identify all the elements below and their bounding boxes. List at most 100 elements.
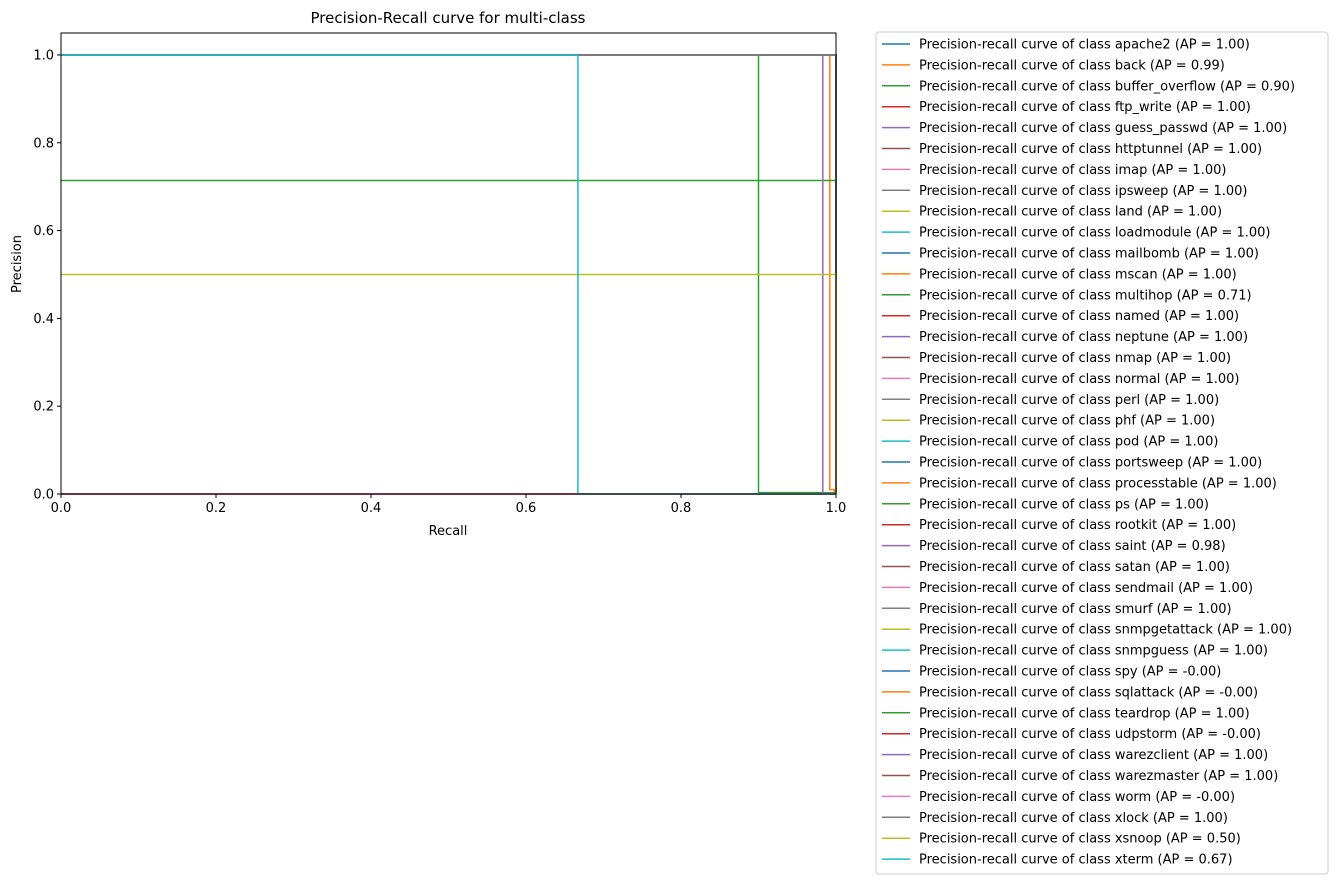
legend-item: Precision-recall curve of class ftp_writ…: [882, 100, 1251, 115]
legend-item: Precision-recall curve of class imap (AP…: [882, 163, 1226, 178]
legend-item: Precision-recall curve of class xsnoop (…: [882, 832, 1241, 847]
legend-item: Precision-recall curve of class buffer_o…: [882, 79, 1295, 94]
legend-item: Precision-recall curve of class portswee…: [882, 456, 1262, 471]
legend-label: Precision-recall curve of class processt…: [919, 476, 1277, 491]
legend-label: Precision-recall curve of class perl (AP…: [919, 393, 1219, 408]
legend-label: Precision-recall curve of class xlock (A…: [919, 811, 1228, 826]
legend: Precision-recall curve of class apache2 …: [875, 31, 1329, 875]
legend-item: Precision-recall curve of class sqlattac…: [882, 685, 1258, 700]
legend-item: Precision-recall curve of class neptune …: [882, 330, 1248, 345]
legend-item: Precision-recall curve of class warezmas…: [882, 769, 1278, 784]
legend-item: Precision-recall curve of class perl (AP…: [882, 393, 1219, 408]
legend-label: Precision-recall curve of class imap (AP…: [919, 163, 1226, 178]
legend-label: Precision-recall curve of class saint (A…: [919, 539, 1226, 554]
legend-label: Precision-recall curve of class back (AP…: [919, 58, 1225, 73]
x-axis-label: Recall: [429, 524, 468, 539]
legend-label: Precision-recall curve of class warezcli…: [919, 748, 1268, 763]
legend-item: Precision-recall curve of class worm (AP…: [882, 790, 1235, 805]
legend-item: Precision-recall curve of class satan (A…: [882, 560, 1230, 575]
y-axis: 0.0 0.2 0.4 0.6 0.8 1.0: [33, 48, 61, 503]
legend-label: Precision-recall curve of class phf (AP …: [919, 414, 1215, 429]
legend-label: Precision-recall curve of class ipsweep …: [919, 184, 1247, 199]
y-tick-label: 0.6: [33, 224, 54, 239]
legend-label: Precision-recall curve of class mailbomb…: [919, 247, 1259, 262]
legend-item: Precision-recall curve of class udpstorm…: [882, 727, 1261, 742]
legend-label: Precision-recall curve of class normal (…: [919, 372, 1240, 387]
chart-title: Precision-Recall curve for multi-class: [310, 9, 585, 27]
legend-item: Precision-recall curve of class ipsweep …: [882, 184, 1247, 199]
legend-item: Precision-recall curve of class ps (AP =…: [882, 497, 1209, 512]
legend-label: Precision-recall curve of class mscan (A…: [919, 267, 1237, 282]
x-tick-label: 0.8: [671, 501, 692, 516]
y-tick-label: 0.0: [33, 488, 54, 503]
legend-label: Precision-recall curve of class sqlattac…: [919, 685, 1258, 700]
legend-label: Precision-recall curve of class land (AP…: [919, 205, 1222, 220]
legend-label: Precision-recall curve of class snmpgues…: [919, 644, 1268, 659]
legend-item: Precision-recall curve of class loadmodu…: [882, 226, 1270, 241]
legend-label: Precision-recall curve of class teardrop…: [919, 706, 1250, 721]
legend-item: Precision-recall curve of class spy (AP …: [882, 665, 1221, 680]
legend-label: Precision-recall curve of class smurf (A…: [919, 602, 1232, 617]
legend-label: Precision-recall curve of class guess_pa…: [919, 121, 1287, 136]
legend-label: Precision-recall curve of class nmap (AP…: [919, 351, 1231, 366]
legend-label: Precision-recall curve of class ftp_writ…: [919, 100, 1251, 115]
x-tick-label: 0.0: [51, 501, 72, 516]
legend-label: Precision-recall curve of class neptune …: [919, 330, 1248, 345]
legend-label: Precision-recall curve of class pod (AP …: [919, 435, 1218, 450]
legend-label: Precision-recall curve of class worm (AP…: [919, 790, 1235, 805]
legend-label: Precision-recall curve of class xterm (A…: [919, 853, 1233, 868]
legend-item: Precision-recall curve of class snmpgues…: [882, 644, 1268, 659]
y-tick-label: 0.8: [33, 136, 54, 151]
legend-label: Precision-recall curve of class buffer_o…: [919, 79, 1295, 94]
legend-label: Precision-recall curve of class udpstorm…: [919, 727, 1261, 742]
legend-item: Precision-recall curve of class phf (AP …: [882, 414, 1215, 429]
legend-item: Precision-recall curve of class nmap (AP…: [882, 351, 1231, 366]
legend-item: Precision-recall curve of class named (A…: [882, 309, 1239, 324]
legend-label: Precision-recall curve of class ps (AP =…: [919, 497, 1209, 512]
legend-item: Precision-recall curve of class pod (AP …: [882, 435, 1218, 450]
plot-area: [61, 54, 837, 495]
legend-item: Precision-recall curve of class httptunn…: [882, 142, 1262, 157]
legend-item: Precision-recall curve of class teardrop…: [882, 706, 1250, 721]
legend-item: Precision-recall curve of class mailbomb…: [882, 247, 1259, 262]
x-tick-label: 0.6: [516, 501, 537, 516]
y-axis-label: Precision: [10, 235, 25, 293]
y-tick-label: 0.2: [33, 400, 54, 415]
legend-label: Precision-recall curve of class httptunn…: [919, 142, 1262, 157]
legend-label: Precision-recall curve of class apache2 …: [919, 38, 1250, 53]
legend-item: Precision-recall curve of class rootkit …: [882, 518, 1236, 533]
legend-item: Precision-recall curve of class processt…: [882, 476, 1277, 491]
legend-item: Precision-recall curve of class smurf (A…: [882, 602, 1232, 617]
legend-label: Precision-recall curve of class spy (AP …: [919, 665, 1221, 680]
legend-label: Precision-recall curve of class xsnoop (…: [919, 832, 1241, 847]
legend-label: Precision-recall curve of class multihop…: [919, 288, 1252, 303]
legend-label: Precision-recall curve of class warezmas…: [919, 769, 1278, 784]
x-axis: 0.0 0.2 0.4 0.6 0.8 1.0: [51, 494, 847, 516]
legend-label: Precision-recall curve of class portswee…: [919, 456, 1262, 471]
legend-label: Precision-recall curve of class rootkit …: [919, 518, 1236, 533]
legend-item: Precision-recall curve of class multihop…: [882, 288, 1252, 303]
legend-item: Precision-recall curve of class apache2 …: [882, 38, 1250, 53]
y-tick-label: 0.4: [33, 312, 54, 327]
x-tick-label: 1.0: [826, 501, 847, 516]
legend-item: Precision-recall curve of class back (AP…: [882, 58, 1225, 73]
x-tick-label: 0.2: [206, 501, 227, 516]
legend-item: Precision-recall curve of class sendmail…: [882, 581, 1253, 596]
legend-item: Precision-recall curve of class normal (…: [882, 372, 1240, 387]
legend-label: Precision-recall curve of class named (A…: [919, 309, 1239, 324]
y-tick-label: 1.0: [33, 48, 54, 63]
legend-label: Precision-recall curve of class sendmail…: [919, 581, 1253, 596]
legend-item: Precision-recall curve of class guess_pa…: [882, 121, 1287, 136]
legend-item: Precision-recall curve of class xlock (A…: [882, 811, 1228, 826]
legend-item: Precision-recall curve of class saint (A…: [882, 539, 1226, 554]
legend-item: Precision-recall curve of class xterm (A…: [882, 853, 1233, 868]
legend-item: Precision-recall curve of class mscan (A…: [882, 267, 1237, 282]
x-tick-label: 0.4: [361, 501, 382, 516]
legend-item: Precision-recall curve of class land (AP…: [882, 205, 1222, 220]
legend-label: Precision-recall curve of class satan (A…: [919, 560, 1230, 575]
plot-frame: [60, 32, 837, 495]
series-line-38: [61, 273, 837, 494]
legend-label: Precision-recall curve of class loadmodu…: [919, 226, 1270, 241]
legend-item: Precision-recall curve of class warezcli…: [882, 748, 1268, 763]
